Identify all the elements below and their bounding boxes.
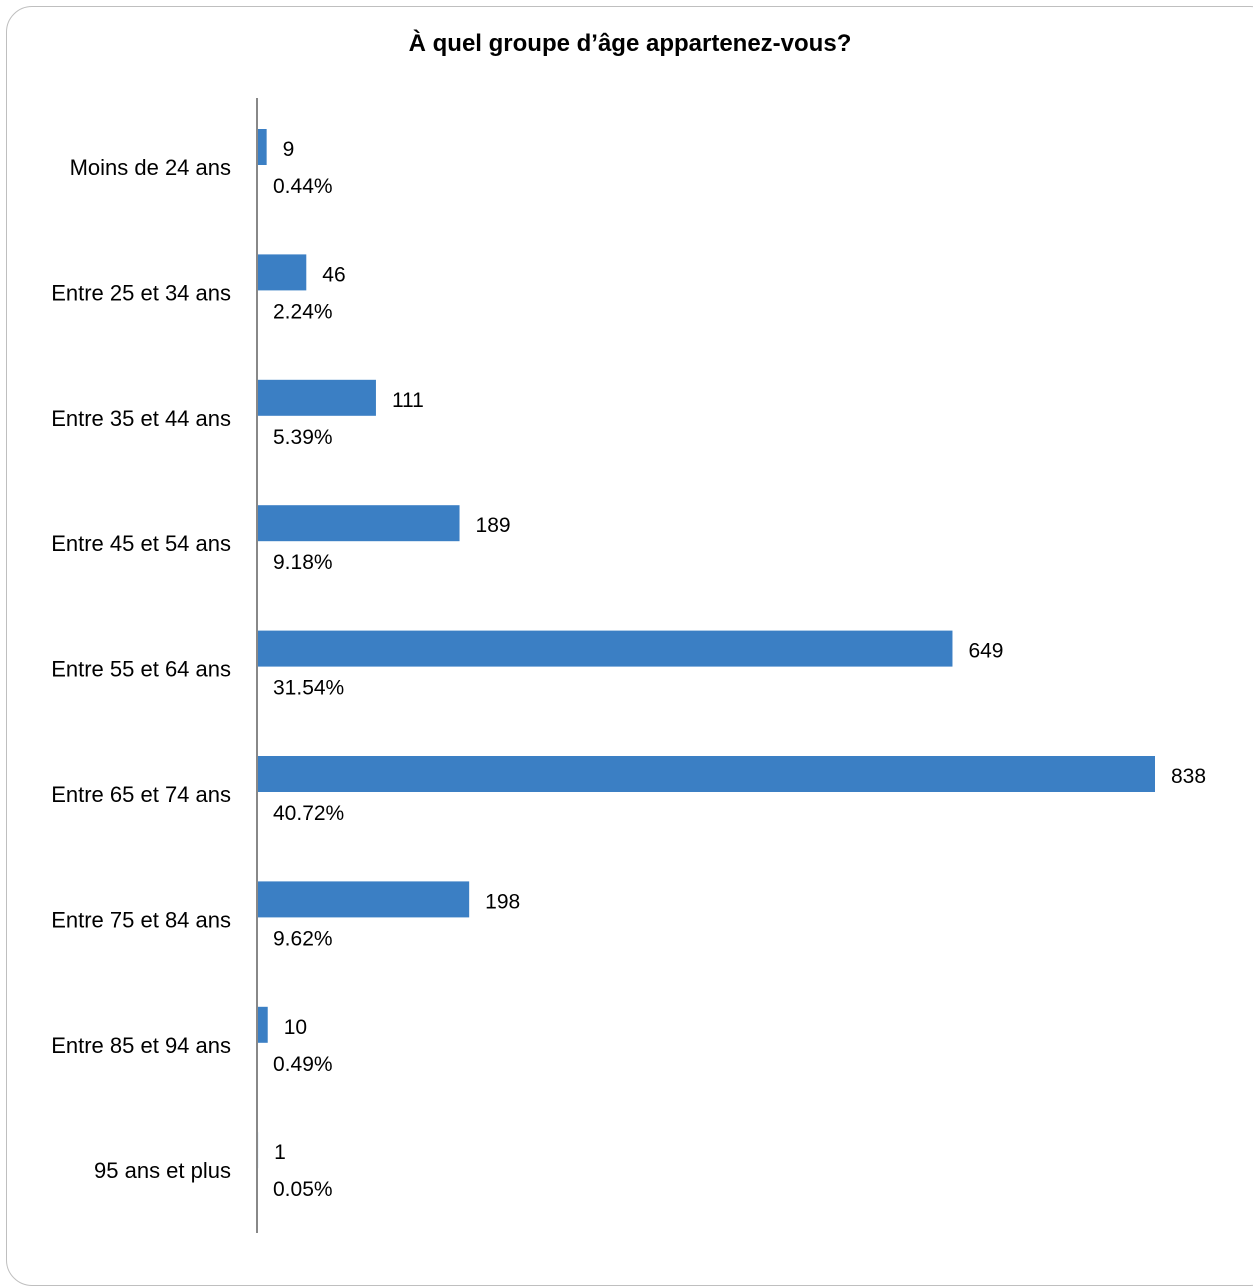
category-label: Entre 75 et 84 ans	[51, 907, 231, 932]
category-label: Entre 45 et 54 ans	[51, 531, 231, 556]
value-label: 1	[274, 1141, 286, 1164]
category-label: Entre 35 et 44 ans	[51, 406, 231, 431]
percent-label: 9.62%	[273, 927, 333, 950]
bar	[257, 254, 307, 291]
category-label: Moins de 24 ans	[70, 155, 231, 180]
percent-label: 31.54%	[273, 677, 344, 700]
percent-label: 0.49%	[273, 1053, 333, 1076]
value-label: 46	[322, 263, 345, 286]
category-label: Entre 65 et 74 ans	[51, 782, 231, 807]
bar	[257, 1006, 268, 1043]
bar	[257, 129, 267, 165]
value-label: 198	[485, 890, 520, 913]
bar	[257, 756, 1155, 792]
percent-label: 2.24%	[273, 300, 333, 323]
category-label: Entre 25 et 34 ans	[51, 280, 231, 305]
percent-label: 9.18%	[273, 551, 333, 574]
value-label: 649	[968, 640, 1003, 663]
percent-label: 40.72%	[273, 802, 344, 825]
value-label: 838	[1171, 765, 1206, 788]
value-label: 111	[392, 389, 424, 412]
bar	[257, 505, 460, 542]
percent-label: 0.05%	[273, 1178, 333, 1201]
percent-label: 0.44%	[273, 175, 333, 198]
value-label: 9	[283, 138, 295, 161]
category-label: Entre 85 et 94 ans	[51, 1033, 231, 1058]
category-label: 95 ans et plus	[94, 1158, 231, 1183]
value-label: 189	[476, 514, 511, 537]
bar	[257, 630, 953, 667]
chart-plot: Moins de 24 ans 9 0.44% Entre 25 et 34 ans 4…	[51, 98, 1206, 1233]
value-label: 10	[284, 1016, 307, 1039]
percent-label: 5.39%	[273, 426, 333, 449]
chart-title: À quel groupe d’âge appartenez-vous?	[408, 30, 852, 57]
category-label: Entre 55 et 64 ans	[51, 657, 231, 682]
bar	[257, 379, 376, 416]
bar	[257, 881, 470, 918]
